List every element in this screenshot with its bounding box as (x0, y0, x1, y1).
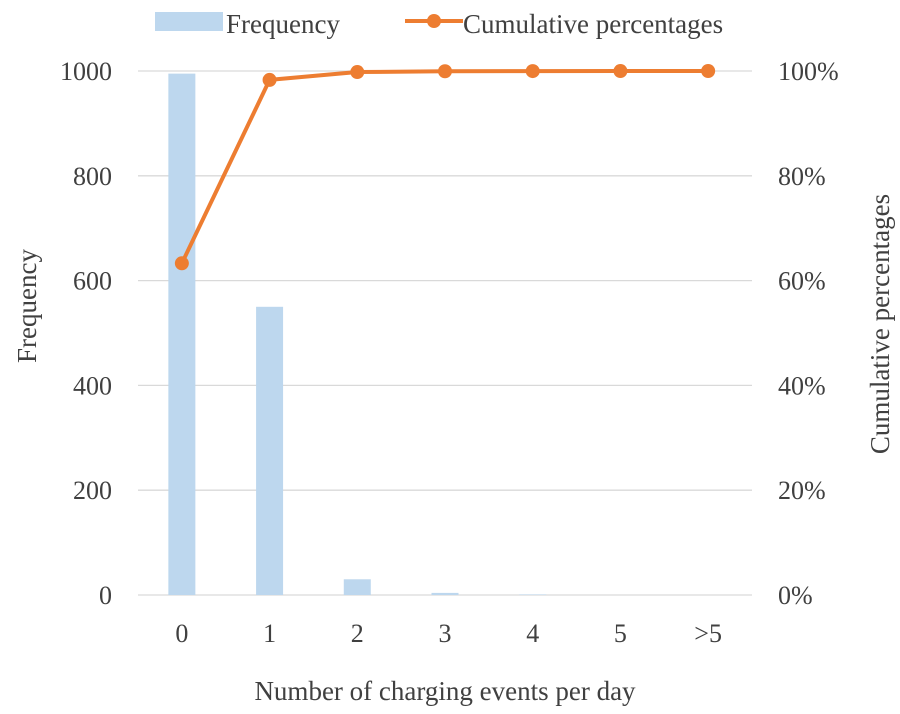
legend-swatch-cumulative-marker (427, 14, 441, 28)
cumulative-point (350, 65, 365, 80)
cumulative-point (701, 64, 716, 78)
cumulative-line (180, 69, 709, 265)
y-axis-left-title: Frequency (12, 249, 42, 363)
x-tick-label: 1 (263, 619, 276, 648)
bar-frequency (519, 594, 547, 595)
y-tick-label: 600 (73, 267, 112, 296)
bar-frequency (168, 73, 196, 596)
y-axis-left-ticks: 0 200 400 600 800 1000 (60, 57, 112, 610)
bars (168, 73, 547, 596)
y2-tick-label: 0% (778, 581, 813, 610)
y-tick-label: 0 (99, 581, 112, 610)
bar-frequency (343, 579, 371, 595)
x-tick-label: 4 (526, 619, 539, 648)
bar-frequency (256, 306, 284, 595)
bar-frequency (431, 592, 459, 595)
cumulative-point (262, 72, 277, 87)
y2-tick-label: 20% (778, 476, 826, 505)
x-tick-label: 2 (351, 619, 364, 648)
cumulative-point (438, 64, 452, 79)
y-tick-label: 800 (73, 162, 112, 191)
cumulative-point (613, 64, 628, 79)
y2-tick-label: 100% (778, 57, 839, 86)
cumulative-line-series (174, 64, 716, 271)
y2-tick-label: 60% (778, 267, 826, 296)
x-tick-label: 5 (614, 619, 627, 648)
x-axis-title: Number of charging events per day (254, 676, 636, 706)
x-axis-ticks: 0 1 2 3 4 5 >5 (175, 619, 722, 648)
gridlines (138, 70, 752, 596)
y2-tick-label: 80% (778, 162, 826, 191)
legend-label-frequency: Frequency (226, 9, 340, 39)
y-tick-label: 200 (73, 476, 112, 505)
legend-label-cumulative: Cumulative percentages (463, 9, 723, 39)
cumulative-point (174, 256, 189, 271)
x-tick-label: >5 (694, 619, 722, 648)
legend-swatch-frequency (155, 12, 223, 31)
y-tick-label: 1000 (60, 57, 112, 86)
x-tick-label: 3 (439, 619, 452, 648)
legend: Frequency Cumulative percentages (155, 9, 723, 39)
x-tick-label: 0 (175, 619, 188, 648)
y-axis-right-ticks: 0% 20% 40% 60% 80% 100% (778, 57, 839, 610)
y2-tick-label: 40% (778, 371, 826, 400)
y-tick-label: 400 (73, 371, 112, 400)
y-axis-right-title: Cumulative percentages (865, 194, 895, 454)
cumulative-point (525, 64, 540, 79)
